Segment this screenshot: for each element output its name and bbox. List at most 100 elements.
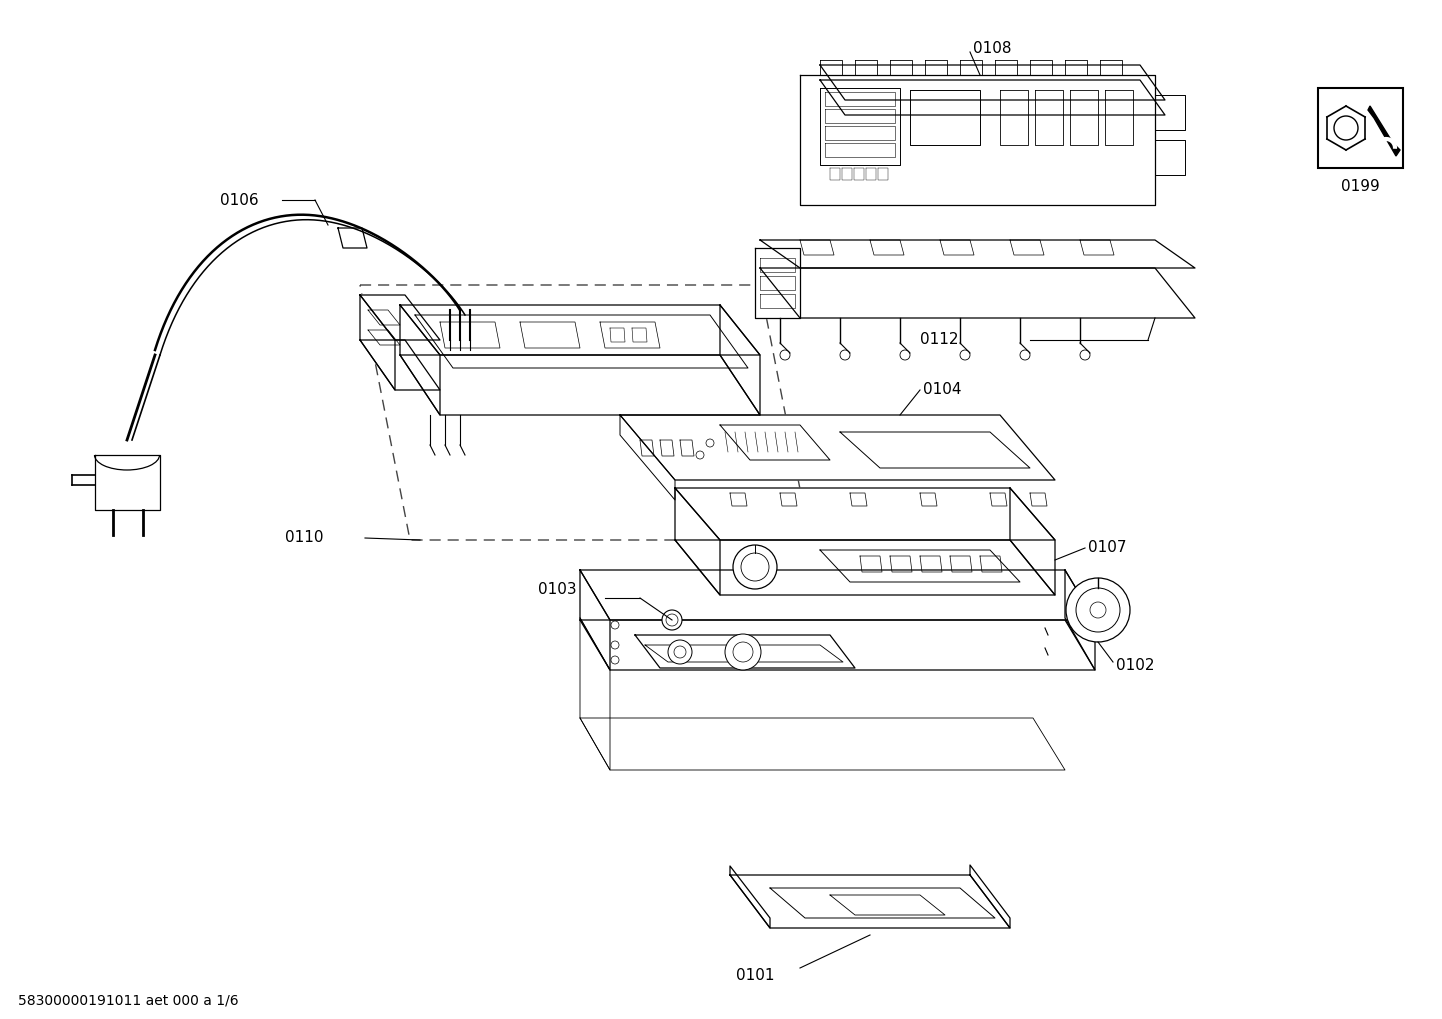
Text: 0103: 0103 — [538, 583, 577, 597]
Polygon shape — [760, 276, 795, 290]
Polygon shape — [399, 305, 760, 355]
Circle shape — [662, 610, 682, 630]
Circle shape — [733, 545, 777, 589]
Polygon shape — [580, 570, 1094, 620]
Polygon shape — [878, 168, 888, 180]
Text: 0112: 0112 — [920, 332, 959, 347]
Polygon shape — [920, 556, 942, 572]
Polygon shape — [620, 415, 675, 500]
Polygon shape — [981, 556, 1002, 572]
Polygon shape — [820, 81, 1165, 115]
Polygon shape — [415, 315, 748, 368]
Polygon shape — [600, 322, 660, 348]
Polygon shape — [1368, 106, 1400, 156]
Polygon shape — [960, 60, 982, 75]
Polygon shape — [800, 240, 833, 255]
Polygon shape — [95, 455, 160, 510]
Text: 58300000191011 aet 000 a 1/6: 58300000191011 aet 000 a 1/6 — [17, 993, 238, 1007]
Polygon shape — [1030, 60, 1053, 75]
Polygon shape — [730, 866, 770, 928]
Polygon shape — [720, 305, 760, 415]
Polygon shape — [820, 88, 900, 165]
Polygon shape — [859, 556, 883, 572]
Polygon shape — [681, 440, 694, 455]
Polygon shape — [675, 488, 720, 595]
Polygon shape — [920, 493, 937, 506]
Polygon shape — [399, 355, 760, 415]
Polygon shape — [1066, 60, 1087, 75]
Circle shape — [611, 621, 619, 629]
Polygon shape — [1009, 488, 1056, 595]
Circle shape — [611, 641, 619, 649]
Polygon shape — [645, 645, 844, 662]
Text: 0110: 0110 — [286, 531, 323, 545]
Polygon shape — [1070, 90, 1097, 145]
Polygon shape — [620, 415, 1056, 480]
Polygon shape — [825, 126, 895, 140]
Polygon shape — [924, 60, 947, 75]
Polygon shape — [580, 618, 610, 770]
Polygon shape — [940, 240, 973, 255]
Polygon shape — [368, 330, 399, 345]
Polygon shape — [360, 294, 395, 390]
Polygon shape — [890, 556, 911, 572]
Polygon shape — [634, 635, 855, 668]
Polygon shape — [825, 92, 895, 106]
Polygon shape — [831, 168, 841, 180]
Polygon shape — [831, 895, 945, 915]
Bar — [1318, 88, 1403, 168]
Polygon shape — [1035, 90, 1063, 145]
Polygon shape — [440, 322, 500, 348]
Polygon shape — [800, 75, 1155, 205]
Polygon shape — [1105, 90, 1133, 145]
Polygon shape — [756, 248, 800, 318]
Polygon shape — [730, 875, 1009, 928]
Polygon shape — [820, 550, 1019, 582]
Polygon shape — [760, 258, 795, 272]
Polygon shape — [999, 90, 1028, 145]
Polygon shape — [399, 305, 440, 415]
Polygon shape — [820, 60, 842, 75]
Polygon shape — [720, 425, 831, 460]
Text: 0102: 0102 — [1116, 657, 1155, 673]
Text: 0106: 0106 — [221, 193, 258, 208]
Polygon shape — [1155, 95, 1185, 130]
Polygon shape — [360, 340, 440, 390]
Polygon shape — [825, 143, 895, 157]
Polygon shape — [995, 60, 1017, 75]
Polygon shape — [841, 432, 1030, 468]
Text: 0104: 0104 — [923, 382, 962, 397]
Polygon shape — [1155, 140, 1185, 175]
Circle shape — [725, 634, 761, 671]
Circle shape — [1066, 578, 1131, 642]
Polygon shape — [1066, 570, 1094, 671]
Text: 0108: 0108 — [973, 41, 1011, 55]
Polygon shape — [890, 60, 911, 75]
Polygon shape — [760, 294, 795, 308]
Polygon shape — [632, 328, 647, 342]
Polygon shape — [760, 240, 1195, 268]
Polygon shape — [675, 540, 1056, 595]
Polygon shape — [820, 65, 1165, 100]
Polygon shape — [521, 322, 580, 348]
Polygon shape — [580, 620, 1094, 671]
Polygon shape — [360, 294, 440, 340]
Polygon shape — [660, 440, 673, 455]
Polygon shape — [580, 570, 610, 671]
Polygon shape — [825, 109, 895, 123]
Polygon shape — [854, 168, 864, 180]
Polygon shape — [849, 493, 867, 506]
Polygon shape — [1080, 240, 1115, 255]
Circle shape — [668, 640, 692, 664]
Polygon shape — [855, 60, 877, 75]
Polygon shape — [770, 888, 995, 918]
Circle shape — [611, 656, 619, 664]
Polygon shape — [780, 493, 797, 506]
Polygon shape — [610, 328, 624, 342]
Polygon shape — [730, 493, 747, 506]
Polygon shape — [1030, 493, 1047, 506]
Polygon shape — [760, 268, 1195, 318]
Polygon shape — [870, 240, 904, 255]
Polygon shape — [1100, 60, 1122, 75]
Polygon shape — [842, 168, 852, 180]
